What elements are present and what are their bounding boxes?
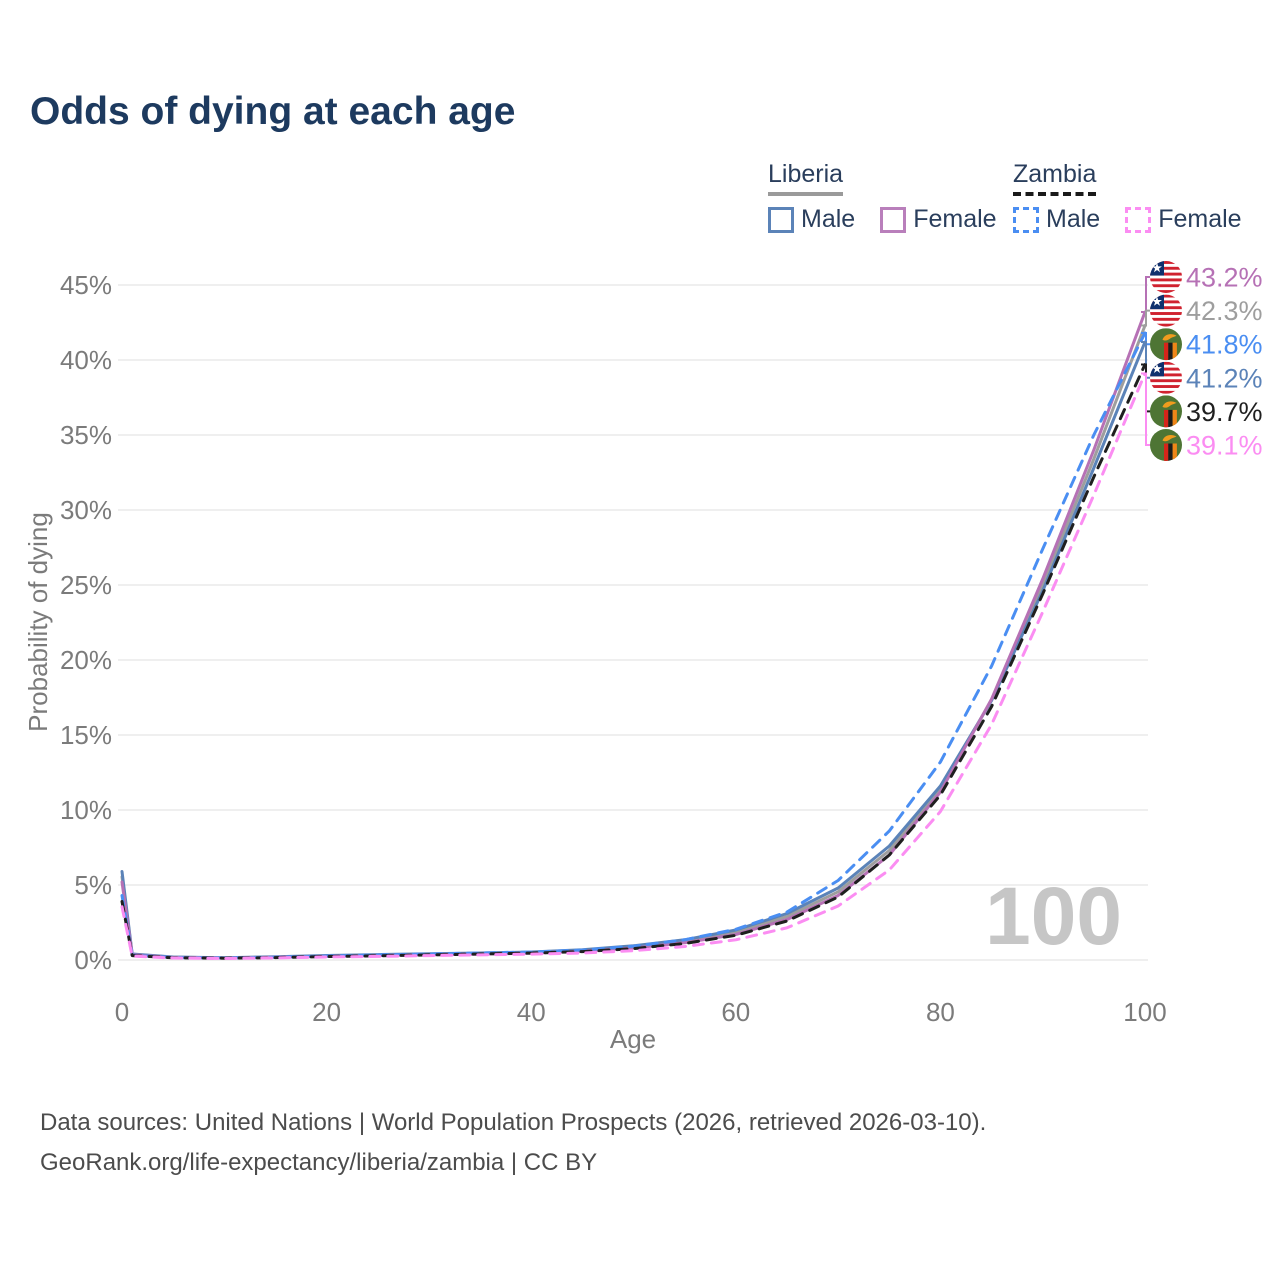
footer: Data sources: United Nations | World Pop… xyxy=(40,1103,986,1183)
y-tick-label-20: 20% xyxy=(60,645,112,675)
y-tick-label-15: 15% xyxy=(60,720,112,750)
y-tick-label-30: 30% xyxy=(60,495,112,525)
legend-item-zambia-female[interactable]: Female xyxy=(1158,205,1242,233)
flag-zambia-icon xyxy=(1150,429,1182,461)
end-label-liberia-male: 41.2% xyxy=(1186,363,1263,393)
flag-liberia-icon xyxy=(1150,295,1182,327)
series-line-zambia-all[interactable] xyxy=(120,363,1147,960)
zambia-male-swatch-icon[interactable] xyxy=(1013,206,1039,233)
y-tick-label-5: 5% xyxy=(74,870,112,900)
legend-item-liberia-male[interactable]: Male xyxy=(801,205,856,233)
end-label-zambia-all: 39.7% xyxy=(1186,397,1263,427)
legend-country-zambia[interactable]: Zambia xyxy=(1013,160,1097,196)
liberia-female-swatch-icon[interactable] xyxy=(880,206,907,233)
end-label-liberia-female: 43.2% xyxy=(1186,263,1263,293)
end-label-connector-liberia-female xyxy=(1141,276,1151,313)
series-line-zambia-male[interactable] xyxy=(120,331,1147,960)
x-axis-title: Age xyxy=(610,1024,656,1054)
series-lines xyxy=(120,310,1147,960)
flag-liberia-icon xyxy=(1150,362,1182,394)
x-tick-label-20: 20 xyxy=(312,997,341,1027)
end-label-zambia-male: 41.8% xyxy=(1186,330,1263,360)
legend-group-zambia: Zambia Male Female xyxy=(1013,160,1267,234)
end-label-connector-liberia-male xyxy=(1141,341,1151,379)
y-axis-title: Probability of dying xyxy=(23,512,53,732)
x-axis-ticks: 0 20 40 60 80 100 xyxy=(115,997,1167,1027)
end-label-zambia-female: 39.1% xyxy=(1186,431,1263,461)
attribution-line[interactable]: GeoRank.org/life-expectancy/liberia/zamb… xyxy=(40,1149,598,1176)
end-label-connector-zambia-male xyxy=(1141,332,1151,346)
data-sources-line: Data sources: United Nations | World Pop… xyxy=(40,1109,987,1136)
y-tick-label-45: 45% xyxy=(60,270,112,300)
y-tick-label-35: 35% xyxy=(60,420,112,450)
zambia-female-swatch-icon[interactable] xyxy=(1125,206,1152,233)
end-label-connector-liberia-all xyxy=(1141,309,1151,327)
flag-liberia-icon xyxy=(1150,261,1182,293)
x-tick-label-0: 0 xyxy=(115,997,129,1027)
y-tick-label-10: 10% xyxy=(60,795,112,825)
y-tick-label-40: 40% xyxy=(60,345,112,375)
y-tick-label-25: 25% xyxy=(60,570,112,600)
x-tick-label-60: 60 xyxy=(721,997,750,1027)
legend-group-liberia: Liberia Male Female xyxy=(768,160,1022,234)
y-tick-label-0: 0% xyxy=(74,945,112,975)
legend-item-zambia-male[interactable]: Male xyxy=(1046,205,1101,233)
x-tick-label-80: 80 xyxy=(926,997,955,1027)
end-label-connector-zambia-female xyxy=(1141,372,1151,446)
liberia-male-swatch-icon[interactable] xyxy=(768,206,794,233)
series-line-liberia-female[interactable] xyxy=(120,310,1147,960)
flag-zambia-icon xyxy=(1150,395,1182,427)
legend-country-liberia[interactable]: Liberia xyxy=(768,160,844,196)
end-label-liberia-all: 42.3% xyxy=(1186,296,1263,326)
gridlines: 0% 5% 10% 15% 20% 25% 30% 35% 40% 45% xyxy=(60,270,1148,975)
end-labels: 43.2%42.3% 41.8%41.2% 39.7% 39.1% xyxy=(1141,261,1263,461)
x-tick-label-100: 100 xyxy=(1123,997,1166,1027)
x-tick-label-40: 40 xyxy=(517,997,546,1027)
page-title: Odds of dying at each age xyxy=(30,90,516,133)
series-line-liberia-all[interactable] xyxy=(120,324,1147,960)
series-line-zambia-female[interactable] xyxy=(120,372,1147,960)
age-watermark: 100 xyxy=(985,871,1122,962)
flag-zambia-icon xyxy=(1150,328,1182,360)
legend-item-liberia-female[interactable]: Female xyxy=(913,205,997,233)
